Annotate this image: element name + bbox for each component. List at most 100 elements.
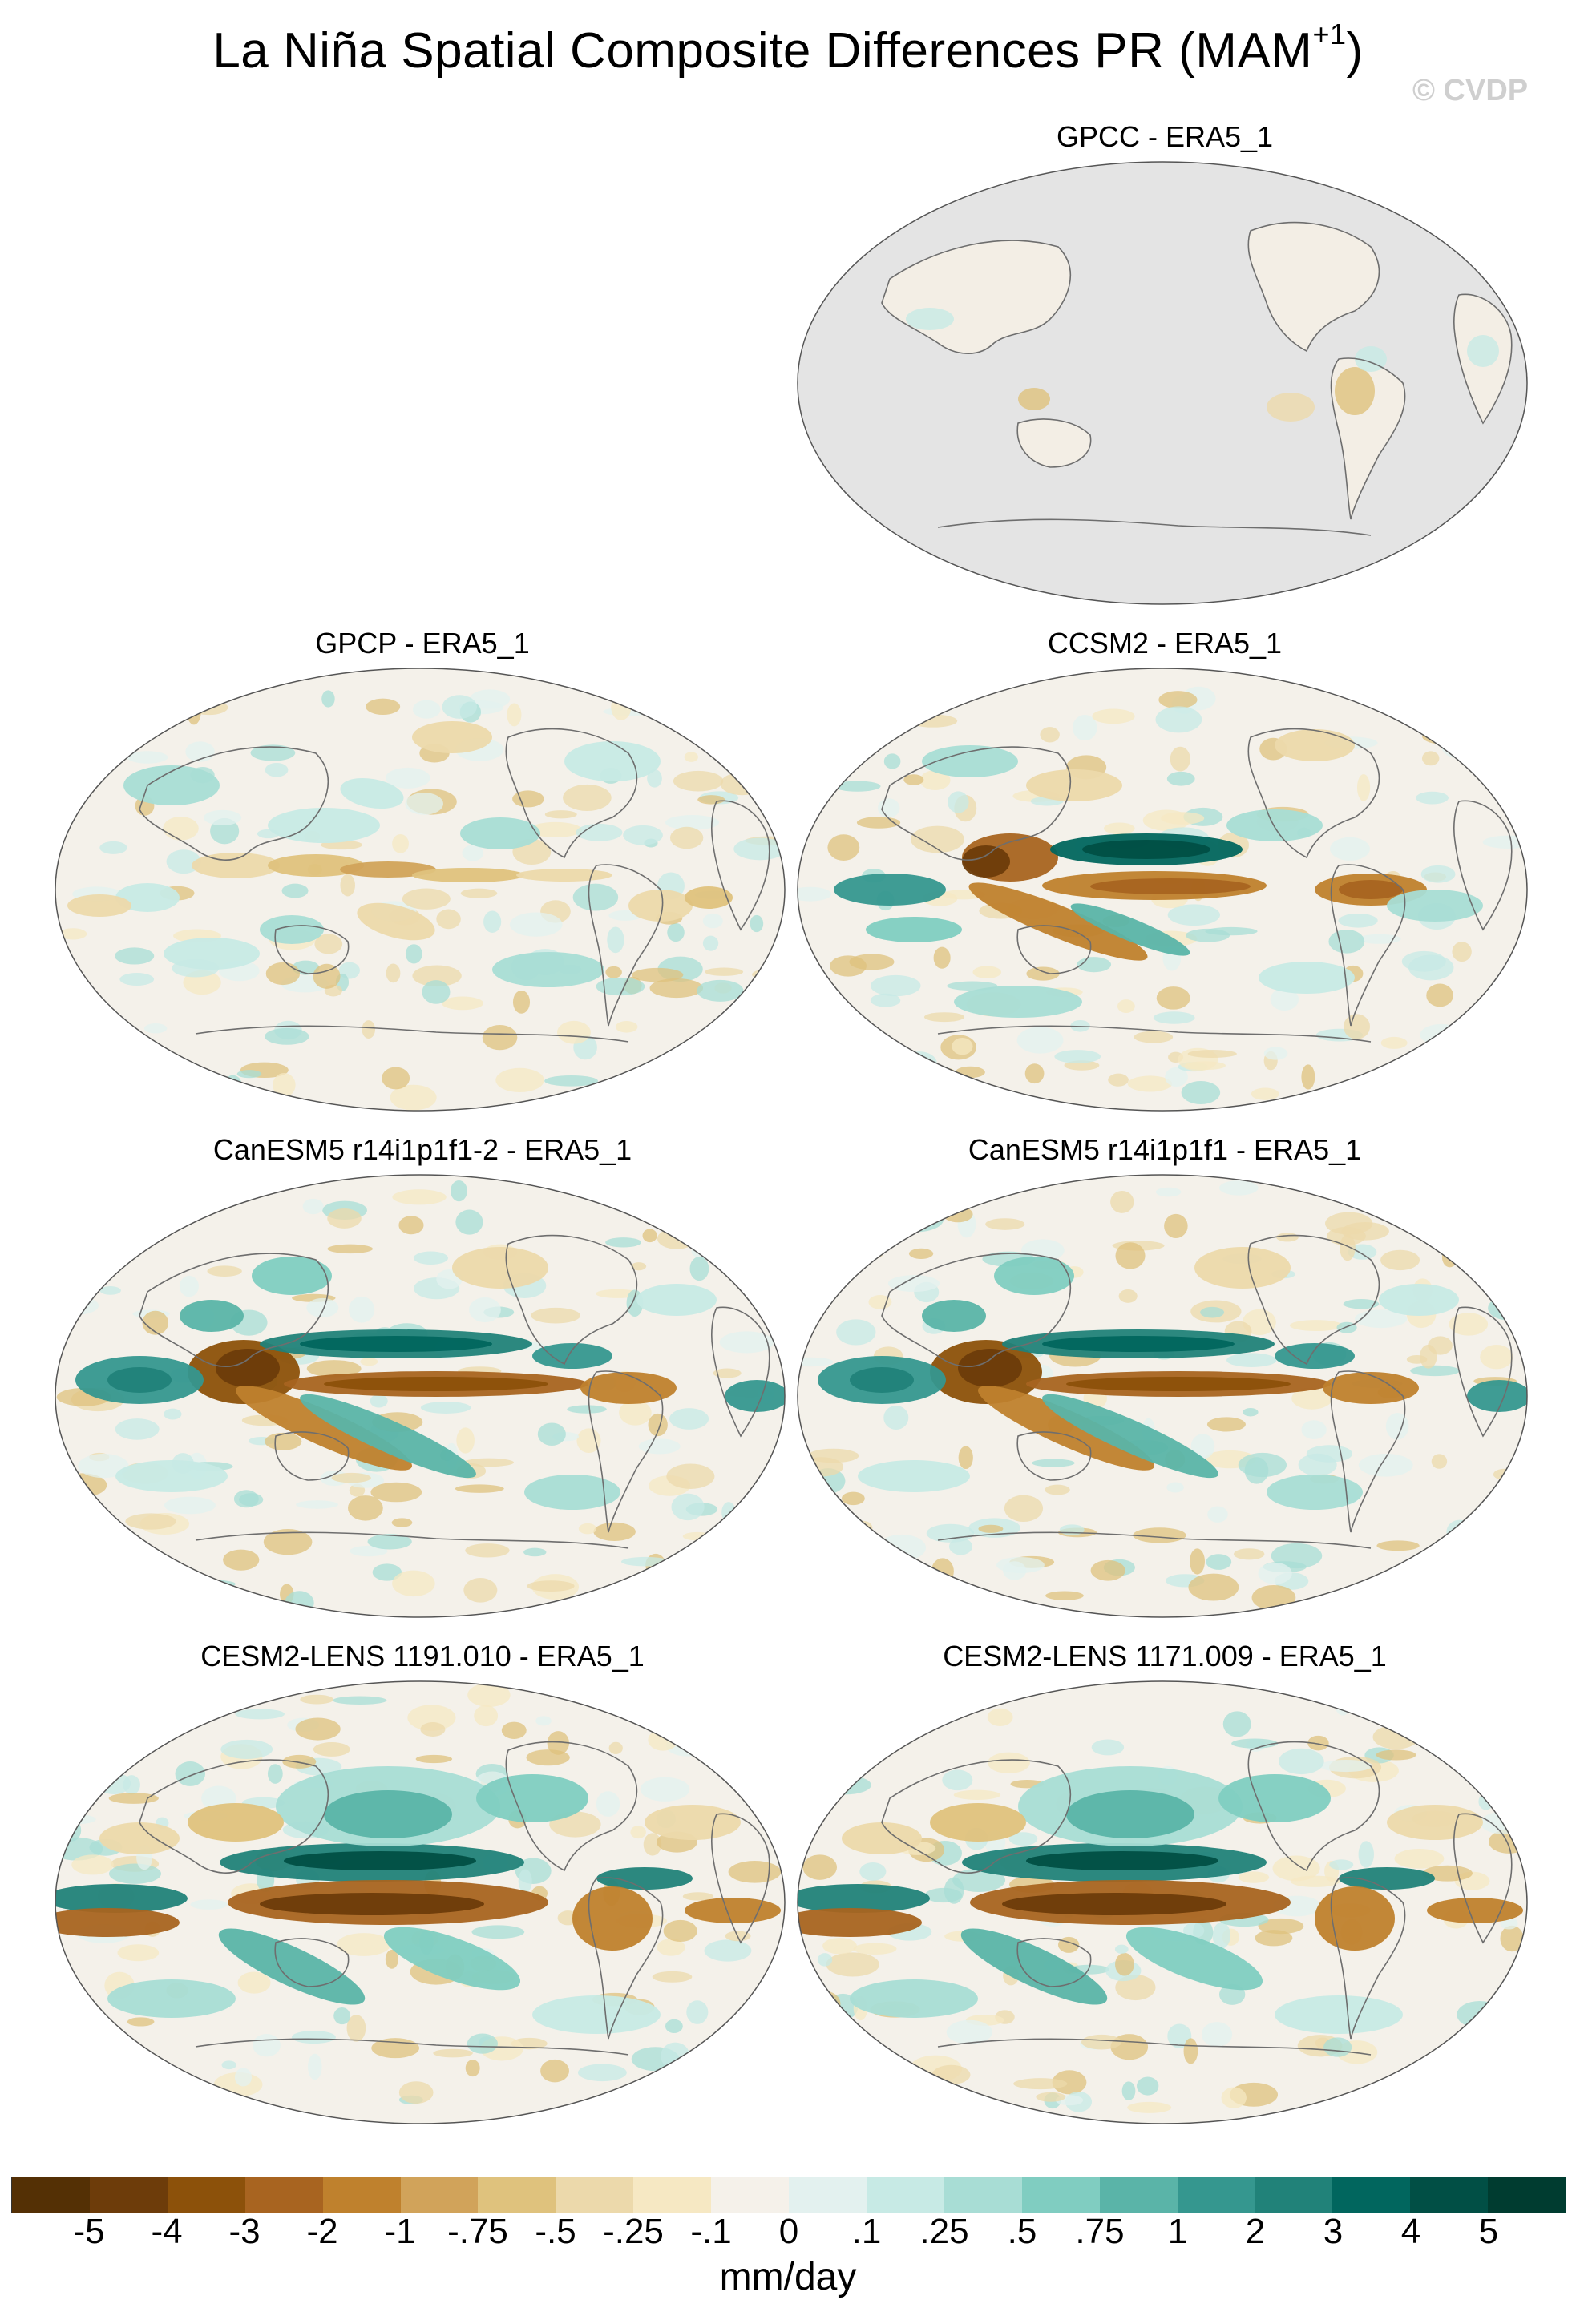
anomaly-blob [55, 707, 99, 726]
anomaly-blob [96, 1239, 129, 1261]
anomaly-blob [1164, 1213, 1188, 1238]
anomaly-blob [1024, 1063, 1045, 1084]
anomaly-blob [670, 1182, 715, 1199]
anomaly-blob [59, 928, 87, 940]
anomaly-band [1070, 903, 1190, 956]
anomaly-blob [910, 825, 964, 853]
anomaly-blob [1054, 1050, 1101, 1063]
anomaly-blob [1319, 1759, 1373, 1773]
anomaly-blob [321, 690, 335, 708]
anomaly-band [1387, 1805, 1483, 1840]
anomaly-band [1275, 1995, 1403, 2034]
colorbar-swatch [1410, 2177, 1489, 2213]
coastline [588, 1370, 664, 1533]
coastline [139, 746, 329, 861]
anomaly-blob [1329, 1859, 1354, 1870]
anomaly-blob [412, 965, 462, 987]
anomaly-band [1339, 880, 1403, 899]
anomaly-blob [728, 676, 746, 688]
anomaly-blob [1467, 1514, 1514, 1538]
panel-title: CESM2-LENS 1191.010 - ERA5_1 [200, 1640, 645, 1672]
colorbar-swatch [711, 2177, 790, 2213]
anomaly-blob [392, 833, 409, 853]
anomaly-blob [518, 1869, 532, 1894]
anomaly-band [798, 1884, 930, 1913]
anomaly-band [1042, 1394, 1218, 1479]
anomaly-band [476, 1774, 588, 1822]
anomaly-band [922, 745, 1018, 777]
anomaly-blob [1290, 1875, 1340, 1887]
anomaly-blob [385, 1949, 398, 1969]
anomaly-blob [1166, 771, 1195, 786]
anomaly-band [300, 1336, 492, 1352]
anomaly-blob [442, 695, 477, 719]
anomaly-band [1467, 1380, 1527, 1412]
coastline [139, 1759, 329, 1874]
anomaly-band [412, 868, 524, 882]
anomaly-blob [1480, 1811, 1527, 1834]
anomaly-band [99, 1822, 180, 1854]
anomaly-blob [465, 2060, 480, 2077]
anomaly-blob [392, 1189, 447, 1205]
anomaly-blob [544, 1075, 598, 1087]
anomaly-blob [919, 770, 951, 790]
anomaly-band [340, 861, 436, 878]
anomaly-band [1323, 1372, 1419, 1404]
anomaly-blob [631, 1262, 647, 1271]
anomaly-blob [669, 1408, 709, 1430]
anomaly-blob [1243, 1407, 1259, 1417]
anomaly-blob [808, 1991, 841, 2017]
anomaly-blob [1127, 2101, 1172, 2113]
anomaly-blob [535, 1716, 552, 1726]
anomaly-blob [826, 1952, 879, 1977]
anomaly-blob [826, 1216, 879, 1236]
anomaly-blob [935, 1067, 958, 1085]
anomaly-band [1315, 1886, 1395, 1951]
anomaly-blob [463, 1577, 498, 1603]
coastline [1247, 728, 1380, 859]
anomaly-band [524, 1475, 620, 1510]
anomaly-blob [407, 1705, 456, 1731]
map-border [55, 1680, 786, 2124]
anomaly-blob [802, 1854, 838, 1880]
anomaly-band [123, 765, 220, 805]
anomaly-blob [1167, 2023, 1192, 2048]
anomaly-blob [1081, 2034, 1122, 2050]
map-panel-canesm5-r14-2: CanESM5 r14i1p1f1-2 - ERA5_1 [51, 1133, 794, 1630]
map-field [798, 668, 1527, 1111]
anomaly-blob [1437, 1212, 1478, 1226]
coastline [1016, 1938, 1092, 1987]
anomaly-blob [755, 1789, 776, 1802]
anomaly-blob [441, 996, 484, 1011]
anomaly-blob [836, 1319, 876, 1346]
colorbar-tick-label: -5 [73, 2212, 105, 2251]
anomaly-blob [220, 1739, 273, 1759]
anomaly-band [628, 890, 693, 922]
anomaly-blob [474, 1705, 499, 1727]
anomaly-blob [953, 1789, 1001, 1800]
anomaly-blob [119, 973, 155, 986]
colorbar-tick-labels: -5 -4 -3 -2 -1 -.75 -.5 -.25 -.1 0 .1 .25 .5 .75 1 2 3 4 5 [11, 2212, 1566, 2260]
anomaly-blob [754, 1565, 785, 1582]
panel-title: CESM2-LENS 1171.009 - ERA5_1 [943, 1640, 1387, 1672]
colorbar-swatch [89, 2177, 168, 2213]
anomaly-blob [1372, 2097, 1403, 2119]
map-border [797, 1680, 1528, 2124]
anomaly-blob [576, 823, 623, 841]
anomaly-band [954, 986, 1082, 1018]
anomaly-band [252, 1257, 332, 1295]
anomaly-blob [405, 944, 422, 964]
anomaly-blob [512, 790, 544, 808]
coastline [139, 1253, 329, 1367]
anomaly-blob [1301, 1420, 1327, 1440]
anomaly-blob [987, 1708, 1013, 1727]
coastline [505, 1741, 638, 1872]
anomaly-band [164, 938, 260, 970]
anomaly-blob [864, 1038, 900, 1056]
anomaly-blob [1476, 2013, 1521, 2023]
anomaly-blob [97, 1772, 131, 1795]
panel-title: CanESM5 r14i1p1f1 - ERA5_1 [968, 1133, 1362, 1166]
anomaly-band [55, 1908, 180, 1937]
coastline [1247, 221, 1380, 353]
colorbar-swatch [167, 2177, 245, 2213]
